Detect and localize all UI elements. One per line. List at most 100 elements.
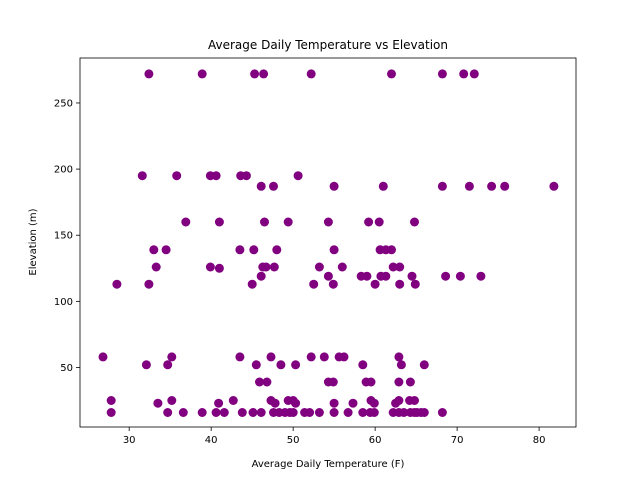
chart-title: Average Daily Temperature vs Elevation bbox=[208, 38, 448, 52]
data-point-1 bbox=[197, 69, 207, 79]
data-point-121 bbox=[256, 408, 266, 417]
data-point-137 bbox=[399, 408, 409, 417]
data-point-57 bbox=[323, 271, 333, 281]
data-point-79 bbox=[306, 352, 316, 362]
data-point-54 bbox=[247, 279, 257, 289]
data-point-24 bbox=[549, 181, 559, 191]
data-point-2 bbox=[250, 69, 260, 79]
data-point-112 bbox=[410, 396, 419, 405]
data-point-95 bbox=[106, 396, 116, 405]
data-point-97 bbox=[167, 396, 177, 405]
data-point-73 bbox=[167, 352, 177, 362]
data-point-53 bbox=[144, 279, 154, 289]
data-point-92 bbox=[366, 377, 376, 387]
data-point-8 bbox=[469, 69, 479, 79]
data-point-116 bbox=[197, 408, 207, 417]
data-point-113 bbox=[106, 408, 116, 417]
data-point-15 bbox=[293, 171, 303, 181]
data-point-49 bbox=[337, 262, 347, 272]
data-point-83 bbox=[358, 360, 368, 370]
data-point-142 bbox=[419, 408, 429, 417]
data-point-117 bbox=[211, 408, 221, 417]
data-point-48 bbox=[314, 262, 324, 272]
data-point-70 bbox=[98, 352, 108, 362]
data-point-74 bbox=[235, 352, 245, 362]
data-point-7 bbox=[459, 69, 469, 79]
data-point-23 bbox=[500, 181, 510, 191]
data-point-76 bbox=[266, 352, 276, 362]
y-tick-label-1: 100 bbox=[54, 297, 73, 308]
data-point-120 bbox=[248, 408, 258, 417]
data-point-67 bbox=[441, 271, 451, 281]
data-point-82 bbox=[339, 352, 349, 362]
data-point-104 bbox=[291, 398, 301, 408]
data-point-37 bbox=[272, 245, 282, 255]
data-point-34 bbox=[161, 245, 171, 255]
data-point-21 bbox=[464, 181, 474, 191]
data-point-6 bbox=[437, 69, 447, 79]
data-point-33 bbox=[149, 245, 159, 255]
data-point-61 bbox=[370, 279, 380, 289]
data-point-3 bbox=[259, 69, 269, 79]
data-point-94 bbox=[405, 377, 415, 387]
data-point-51 bbox=[395, 262, 405, 272]
data-point-56 bbox=[309, 279, 319, 289]
data-point-29 bbox=[323, 217, 333, 227]
data-point-87 bbox=[255, 377, 264, 387]
data-point-66 bbox=[410, 279, 420, 289]
data-point-10 bbox=[172, 171, 182, 181]
data-point-131 bbox=[343, 408, 353, 417]
data-point-134 bbox=[369, 408, 379, 417]
data-point-19 bbox=[378, 181, 388, 191]
data-point-46 bbox=[261, 262, 271, 272]
data-point-31 bbox=[374, 217, 384, 227]
data-point-118 bbox=[219, 408, 229, 417]
data-point-101 bbox=[270, 398, 280, 408]
y-tick-label-3: 200 bbox=[54, 165, 73, 176]
y-tick-label-4: 250 bbox=[54, 98, 73, 109]
data-point-90 bbox=[328, 377, 338, 387]
data-point-71 bbox=[141, 360, 151, 370]
x-tick-label-5: 80 bbox=[533, 435, 546, 446]
data-point-129 bbox=[314, 408, 324, 417]
data-point-44 bbox=[214, 263, 224, 273]
data-point-64 bbox=[395, 279, 405, 289]
data-point-98 bbox=[214, 398, 224, 408]
data-point-85 bbox=[396, 360, 406, 370]
data-point-12 bbox=[211, 171, 221, 181]
data-point-110 bbox=[394, 396, 404, 405]
data-point-88 bbox=[262, 377, 272, 387]
data-point-28 bbox=[283, 217, 293, 227]
data-point-16 bbox=[256, 181, 266, 191]
data-point-126 bbox=[288, 408, 298, 417]
data-point-119 bbox=[237, 408, 247, 417]
data-point-41 bbox=[387, 245, 396, 255]
data-point-84 bbox=[394, 352, 404, 362]
x-tick-label-1: 40 bbox=[205, 435, 218, 446]
data-point-108 bbox=[369, 398, 379, 408]
data-point-55 bbox=[256, 271, 266, 281]
data-point-60 bbox=[362, 271, 372, 281]
data-point-72 bbox=[163, 360, 173, 370]
data-point-50 bbox=[388, 262, 398, 272]
y-axis-label: Elevation (m) bbox=[28, 208, 39, 275]
data-point-0 bbox=[144, 69, 154, 79]
data-point-18 bbox=[329, 181, 339, 191]
data-point-5 bbox=[387, 69, 396, 79]
data-point-68 bbox=[455, 271, 465, 281]
x-axis-label: Average Daily Temperature (F) bbox=[252, 459, 405, 470]
data-point-75 bbox=[251, 360, 261, 370]
data-point-32 bbox=[410, 217, 419, 227]
x-tick-label-3: 60 bbox=[369, 435, 382, 446]
data-point-36 bbox=[249, 245, 259, 255]
data-point-80 bbox=[319, 352, 329, 362]
data-point-106 bbox=[348, 398, 358, 408]
data-point-42 bbox=[151, 262, 161, 272]
data-point-69 bbox=[476, 271, 486, 281]
data-point-27 bbox=[260, 217, 269, 227]
y-tick-label-0: 50 bbox=[60, 363, 73, 374]
data-points bbox=[98, 69, 559, 417]
data-point-128 bbox=[305, 408, 315, 417]
